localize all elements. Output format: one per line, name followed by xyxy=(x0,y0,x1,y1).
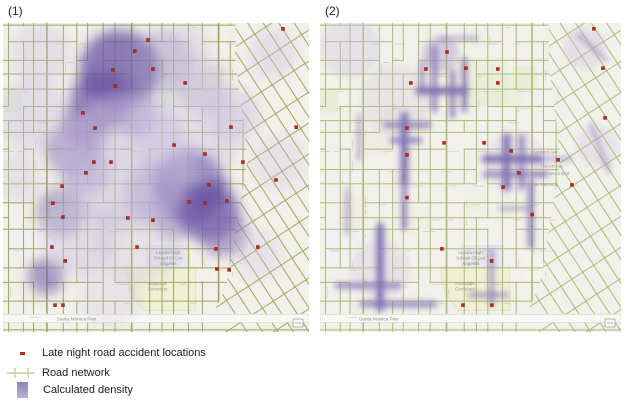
accident-dot xyxy=(501,185,505,189)
accident-dot xyxy=(461,303,465,307)
accident-dot xyxy=(241,160,245,164)
map-label: Santa Monica Fwy xyxy=(359,317,399,323)
map-panel-network-density: Loyola High School Of Los Angeles Rosedale C… xyxy=(320,23,621,332)
legend-label-accidents: Late night road accident locations xyxy=(42,347,206,359)
accident-dot xyxy=(601,66,605,70)
accident-dot xyxy=(405,195,409,200)
accident-dot xyxy=(409,81,413,85)
accident-dot xyxy=(126,216,130,220)
accident-dot xyxy=(187,200,191,204)
accident-dot xyxy=(256,245,260,249)
accident-dot xyxy=(109,160,113,164)
accident-dot xyxy=(151,67,155,71)
accident-dot xyxy=(151,218,155,222)
freeway-band xyxy=(3,314,309,331)
map-label: Rosedale Cemetery xyxy=(148,281,169,291)
accident-dot xyxy=(215,267,219,271)
map-label: James M Wood Blvd xyxy=(531,171,570,176)
accident-dot xyxy=(203,152,207,156)
accident-dot xyxy=(146,38,150,42)
accident-dot xyxy=(227,268,231,272)
accident-dot xyxy=(172,143,176,147)
legend-item-roads: Road network xyxy=(5,366,110,380)
map-watermark-icon xyxy=(292,318,304,328)
map-label: Leeward Ave xyxy=(533,149,558,154)
accident-dot xyxy=(113,84,117,88)
accident-dots-layer xyxy=(50,27,298,307)
map-root: Loyola High School Of Los Angeles Rosedale C… xyxy=(320,23,621,332)
accident-dot xyxy=(183,81,187,85)
accident-dot xyxy=(482,141,486,145)
map-watermark-icon xyxy=(604,318,616,328)
accident-dot xyxy=(281,27,285,31)
density-layer xyxy=(3,23,306,326)
accident-dot xyxy=(60,184,64,188)
density-swatch-icon xyxy=(17,382,28,398)
accident-dot xyxy=(225,199,229,203)
map-label: Rosedale Cemetery xyxy=(455,281,476,291)
accident-dot xyxy=(84,171,88,175)
accident-dot xyxy=(509,149,513,153)
accident-dot xyxy=(517,171,521,175)
accident-dot xyxy=(530,212,534,217)
panel-1-label: (1) xyxy=(8,4,23,18)
accident-dot xyxy=(81,111,85,115)
map-label: San Marino St xyxy=(532,182,559,187)
accident-dot xyxy=(496,67,500,71)
accident-dot xyxy=(51,201,55,205)
panel-2-label: (2) xyxy=(325,4,340,18)
accident-dot xyxy=(61,303,65,307)
accident-dot xyxy=(424,67,428,71)
density-layer xyxy=(320,23,618,313)
accident-dot xyxy=(464,66,468,70)
map-root: Loyola High School Of Los Angeles Rosedale C… xyxy=(3,23,309,332)
map-label: Loyola High School Of Los Angeles xyxy=(154,250,184,266)
map-canvas-1: Loyola High School Of Los Angeles Rosedale C… xyxy=(3,23,309,332)
accident-dots-layer xyxy=(405,27,607,307)
accident-dot xyxy=(570,183,574,187)
accident-dot xyxy=(53,303,57,307)
map-panel-kernel-density: Loyola High School Of Los Angeles Rosedale C… xyxy=(3,23,309,332)
map-label: Francis Ave xyxy=(541,164,563,169)
accident-dot xyxy=(445,50,449,54)
accident-dot xyxy=(556,158,560,162)
legend-label-density: Calculated density xyxy=(43,384,133,396)
accident-dot xyxy=(294,125,298,129)
accident-dot xyxy=(405,126,409,130)
accident-dot xyxy=(135,245,139,249)
accident-dot xyxy=(489,259,494,263)
accident-dot xyxy=(603,116,607,120)
accident-dot xyxy=(133,49,137,53)
legend-item-accidents: Late night road accident locations xyxy=(20,347,206,359)
legend-label-roads: Road network xyxy=(42,367,110,379)
accident-dot xyxy=(50,245,54,249)
accident-dot xyxy=(92,160,96,164)
map-label: Loyola High School Of Los Angeles xyxy=(456,250,486,266)
accident-dot xyxy=(274,178,278,182)
accident-dot xyxy=(592,27,596,31)
freeway-band xyxy=(320,314,621,331)
map-label: Santa Monica Fwy xyxy=(57,317,97,323)
accident-dot xyxy=(229,125,233,129)
accident-dot xyxy=(496,81,500,85)
accident-dot xyxy=(405,153,409,157)
accident-dot xyxy=(61,215,65,219)
accident-dot xyxy=(203,201,207,205)
accident-dot xyxy=(63,259,67,263)
accident-dot xyxy=(440,247,444,251)
accident-dot xyxy=(214,247,218,251)
accident-dot xyxy=(207,183,211,187)
accident-dot xyxy=(93,126,97,130)
map-canvas-2: Loyola High School Of Los Angeles Rosedale C… xyxy=(320,23,621,332)
accident-dot-icon xyxy=(20,351,25,355)
accident-dot xyxy=(442,141,446,145)
accident-dot xyxy=(111,68,115,72)
legend-item-density: Calculated density xyxy=(17,382,133,398)
road-network-icon xyxy=(7,368,35,378)
accident-dot xyxy=(490,303,494,307)
